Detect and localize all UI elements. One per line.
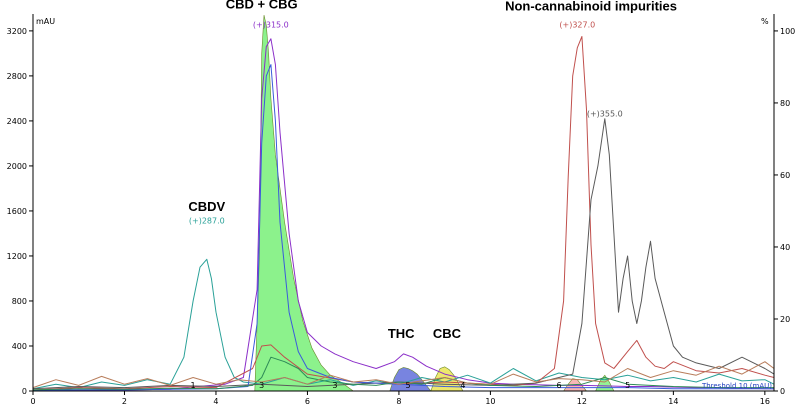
y-tick-label: 3200: [7, 27, 27, 36]
series-line-4: [32, 64, 774, 391]
axes-layer: 0 2 4 6 8 10 12 14 16040080012001600200024002800…: [7, 14, 795, 406]
x-tick-label: 8: [396, 397, 401, 406]
annotation-layer: CBD + CBG CBDV THC CBC Non-cannabinoid impur…: [188, 0, 772, 390]
x-tick-label: 12: [577, 397, 587, 406]
peak-number-label: 4: [460, 381, 465, 390]
peak-annotation: CBDV: [188, 199, 225, 214]
x-tick-label: 10: [485, 397, 495, 406]
x-tick-label: 2: [122, 397, 127, 406]
peak-mz-label: (+)327.0: [559, 21, 595, 30]
peak-annotation: Non-cannabinoid impurities: [505, 0, 677, 14]
peak-number-label: 5: [406, 381, 411, 390]
peak-mz-label: (+)287.0: [189, 216, 225, 225]
series-line-3: [32, 118, 775, 390]
y-tick-label: 800: [12, 297, 27, 306]
series-line-0: [32, 38, 774, 391]
y-tick-label: 400: [12, 342, 27, 351]
series-line-1: [32, 258, 775, 390]
y2-tick-label: 0: [780, 387, 785, 396]
y-tick-label: 2000: [7, 162, 27, 171]
series-line-2: [32, 36, 775, 391]
peak-number-label: 1: [191, 381, 196, 390]
series-layer: [32, 36, 775, 391]
y-tick-label: 1200: [7, 252, 27, 261]
peak-mz-label: (+)355.0: [587, 109, 623, 118]
y2-tick-label: 20: [780, 315, 790, 324]
x-tick-label: 4: [213, 397, 218, 406]
threshold-label: Threshold 10 (mAU): [701, 382, 772, 390]
y2-tick-label: 40: [780, 243, 790, 252]
y-tick-label: 2400: [7, 117, 27, 126]
x-tick-label: 14: [668, 397, 678, 406]
peak-number-label: 6: [556, 381, 561, 390]
x-tick-label: 0: [30, 397, 35, 406]
y2-tick-label: 100: [780, 27, 795, 36]
peak-number-label: 3: [332, 381, 337, 390]
x-tick-label: 6: [305, 397, 310, 406]
y-tick-label: 1600: [7, 207, 27, 216]
x-tick-label: 16: [760, 397, 770, 406]
series-line-6: [32, 361, 775, 389]
y2-tick-label: 80: [780, 99, 790, 108]
y-tick-label: 0: [22, 387, 27, 396]
peak-number-label: 3: [259, 381, 264, 390]
peak-mz-label: (+)315.0: [253, 21, 289, 30]
peak-number-label: 5: [625, 381, 630, 390]
peak-annotation: CBD + CBG: [226, 0, 298, 11]
peak-annotation: CBC: [433, 326, 462, 341]
y2-tick-label: 60: [780, 171, 790, 180]
y-axis-unit-label: mAU: [36, 17, 55, 26]
peak-annotation: THC: [388, 326, 415, 341]
y-tick-label: 2800: [7, 72, 27, 81]
series-line-5: [32, 356, 774, 391]
peak-fill-0: [254, 15, 355, 392]
y2-axis-unit-label: %: [761, 17, 769, 26]
